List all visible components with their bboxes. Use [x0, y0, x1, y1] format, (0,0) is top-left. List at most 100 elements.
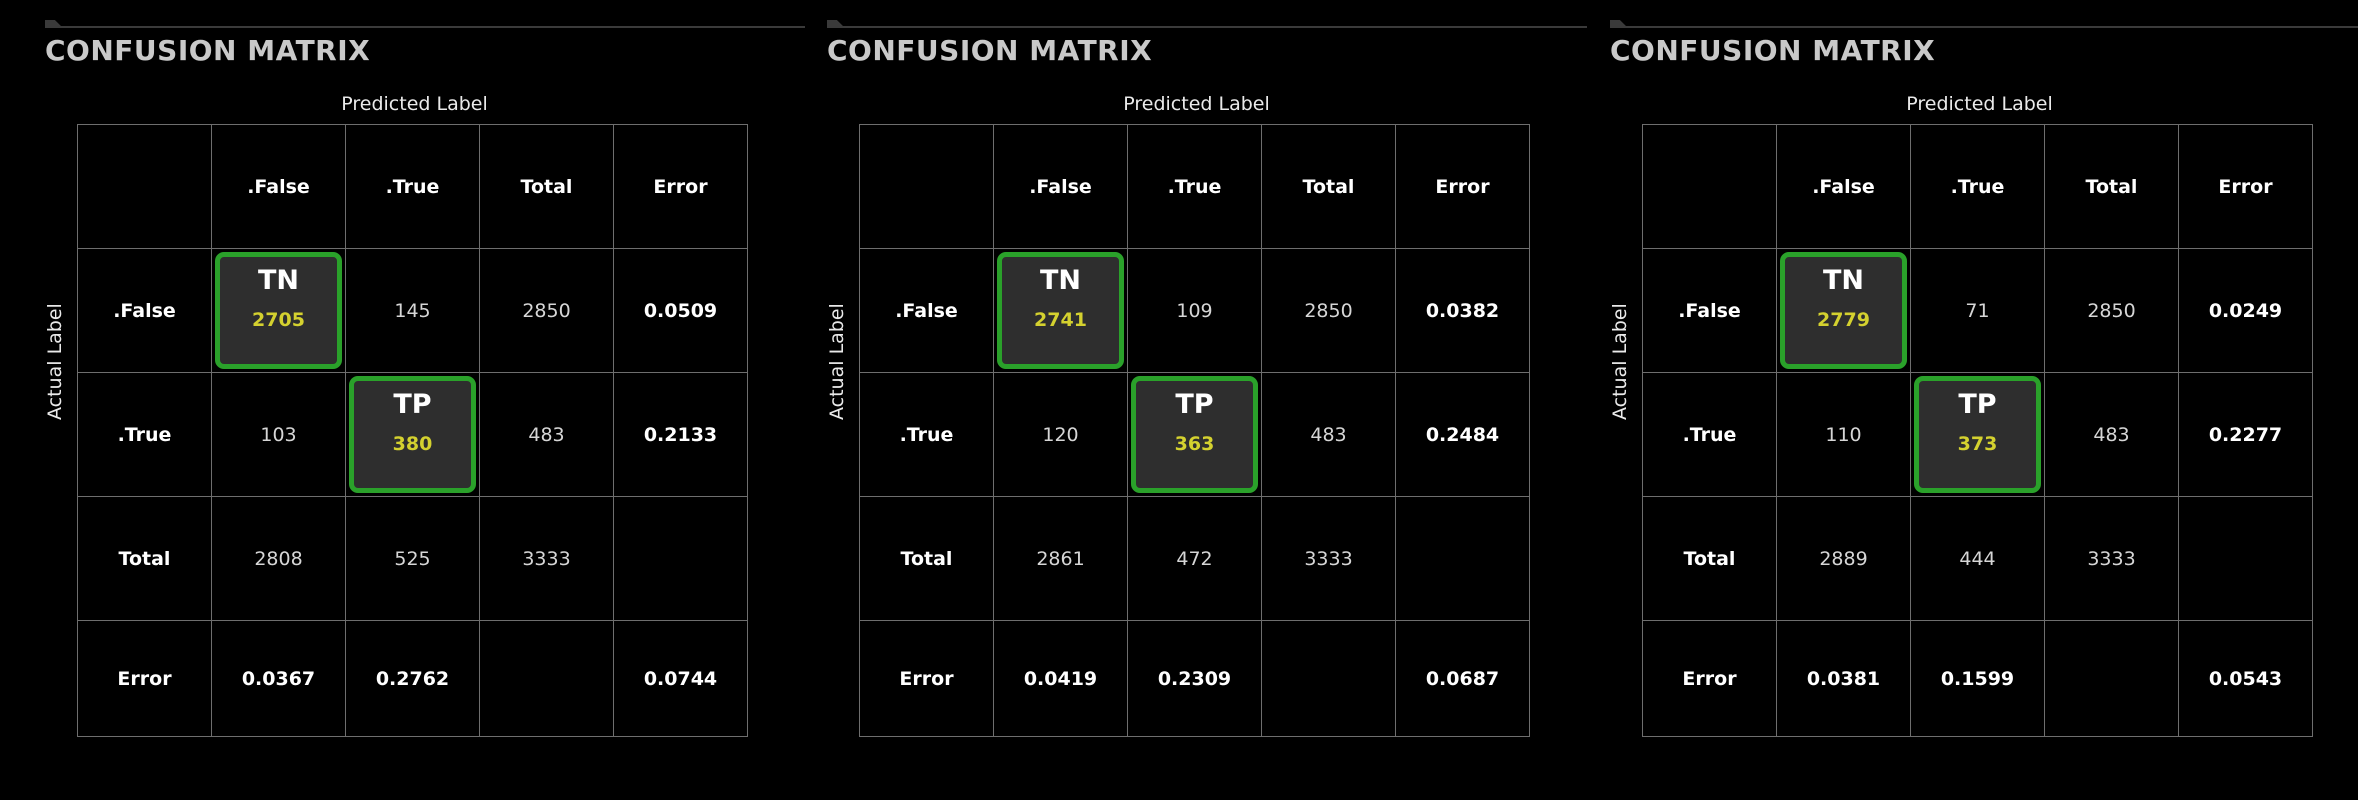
x-axis-label: Predicted Label: [341, 93, 488, 115]
header-row: .False .True Total Error: [1642, 124, 2313, 249]
row-header: Total: [1642, 496, 1777, 621]
true-negative-highlight: TN 2779: [1780, 252, 1907, 369]
column-total-cell: 525: [345, 496, 480, 621]
tp-value: 373: [1957, 433, 1998, 455]
table-row: .True 110 TP 373 483 0.2277: [1642, 372, 2313, 497]
column-total-cell: 2889: [1776, 496, 1911, 621]
y-axis-label: Actual Label: [826, 303, 848, 420]
tn-value: 2705: [252, 309, 305, 331]
x-axis-label: Predicted Label: [1906, 93, 2053, 115]
true-negative-cell: TN 2741: [993, 248, 1128, 373]
row-error-cell: 0.0382: [1395, 248, 1530, 373]
totals-row: Total 2808 525 3333: [77, 496, 748, 621]
totals-row: Total 2889 444 3333: [1642, 496, 2313, 621]
table-row: .False TN 2779 71 2850 0.0249: [1642, 248, 2313, 373]
grand-total-cell: 3333: [479, 496, 614, 621]
column-total-cell: 2861: [993, 496, 1128, 621]
y-axis-label: Actual Label: [44, 303, 66, 420]
row-total-cell: 483: [1261, 372, 1396, 497]
confusion-matrix-table: .False .True Total Error .False TN 2705 …: [77, 124, 748, 737]
column-total-cell: 444: [1910, 496, 2045, 621]
false-negative-cell: 120: [993, 372, 1128, 497]
tn-value: 2741: [1034, 309, 1087, 331]
row-header: .True: [77, 372, 212, 497]
false-negative-cell: 110: [1776, 372, 1911, 497]
header-tab: [1610, 20, 1628, 28]
table-row: .True 120 TP 363 483 0.2484: [859, 372, 1530, 497]
column-header: .True: [1127, 124, 1262, 249]
confusion-matrix-table: .False .True Total Error .False TN 2741 …: [859, 124, 1530, 737]
false-positive-cell: 109: [1127, 248, 1262, 373]
true-negative-cell: TN 2779: [1776, 248, 1911, 373]
column-error-cell: 0.1599: [1910, 620, 2045, 737]
column-total-cell: 472: [1127, 496, 1262, 621]
y-axis-label: Actual Label: [1609, 303, 1631, 420]
x-axis-label: Predicted Label: [1123, 93, 1270, 115]
tp-value: 363: [1174, 433, 1215, 455]
header-rule: [45, 26, 805, 28]
row-total-cell: 2850: [1261, 248, 1396, 373]
false-negative-cell: 103: [211, 372, 346, 497]
row-header: .False: [1642, 248, 1777, 373]
column-header: .False: [211, 124, 346, 249]
row-error-cell: 0.2133: [613, 372, 748, 497]
column-header: .False: [993, 124, 1128, 249]
tn-tag: TN: [1822, 265, 1864, 296]
table-row: .False TN 2705 145 2850 0.0509: [77, 248, 748, 373]
table-row: .False TN 2741 109 2850 0.0382: [859, 248, 1530, 373]
tp-tag: TP: [393, 389, 432, 420]
true-negative-cell: TN 2705: [211, 248, 346, 373]
empty-cell: [479, 620, 614, 737]
true-positive-cell: TP 363: [1127, 372, 1262, 497]
tn-tag: TN: [1039, 265, 1081, 296]
confusion-matrix-panel: CONFUSION MATRIX Predicted Label Actual …: [1609, 0, 2358, 800]
true-negative-highlight: TN 2741: [997, 252, 1124, 369]
row-error-cell: 0.0509: [613, 248, 748, 373]
tp-value: 380: [392, 433, 433, 455]
panel-title: CONFUSION MATRIX: [827, 34, 1153, 67]
row-header: Total: [859, 496, 994, 621]
row-error-cell: 0.2484: [1395, 372, 1530, 497]
error-row: Error 0.0381 0.1599 0.0543: [1642, 620, 2313, 737]
corner-cell: [77, 124, 212, 249]
grand-total-cell: 3333: [1261, 496, 1396, 621]
column-error-cell: 0.2309: [1127, 620, 1262, 737]
confusion-matrix-panel: CONFUSION MATRIX Predicted Label Actual …: [826, 0, 1597, 800]
true-positive-cell: TP 380: [345, 372, 480, 497]
column-header: Total: [1261, 124, 1396, 249]
column-error-cell: 0.2762: [345, 620, 480, 737]
row-header: Error: [1642, 620, 1777, 737]
row-header: Error: [859, 620, 994, 737]
true-positive-cell: TP 373: [1910, 372, 2045, 497]
row-header: .True: [859, 372, 994, 497]
header-rule: [827, 26, 1587, 28]
column-error-cell: 0.0381: [1776, 620, 1911, 737]
empty-cell: [2044, 620, 2179, 737]
row-error-cell: 0.0249: [2178, 248, 2313, 373]
column-header: .True: [345, 124, 480, 249]
corner-cell: [1642, 124, 1777, 249]
column-header: Error: [2178, 124, 2313, 249]
column-header: Total: [479, 124, 614, 249]
true-negative-highlight: TN 2705: [215, 252, 342, 369]
table-row: .True 103 TP 380 483 0.2133: [77, 372, 748, 497]
empty-cell: [2178, 496, 2313, 621]
overall-error-cell: 0.0744: [613, 620, 748, 737]
column-error-cell: 0.0367: [211, 620, 346, 737]
column-header: .False: [1776, 124, 1911, 249]
true-positive-highlight: TP 380: [349, 376, 476, 493]
row-error-cell: 0.2277: [2178, 372, 2313, 497]
panel-title: CONFUSION MATRIX: [1610, 34, 1936, 67]
header-tab: [827, 20, 845, 28]
row-total-cell: 2850: [2044, 248, 2179, 373]
row-header: .False: [77, 248, 212, 373]
row-header: Total: [77, 496, 212, 621]
row-header: .False: [859, 248, 994, 373]
tn-tag: TN: [257, 265, 299, 296]
false-positive-cell: 145: [345, 248, 480, 373]
overall-error-cell: 0.0687: [1395, 620, 1530, 737]
column-header: Error: [613, 124, 748, 249]
header-rule: [1610, 26, 2358, 28]
confusion-matrix-panel: CONFUSION MATRIX Predicted Label Actual …: [44, 0, 815, 800]
true-positive-highlight: TP 363: [1131, 376, 1258, 493]
